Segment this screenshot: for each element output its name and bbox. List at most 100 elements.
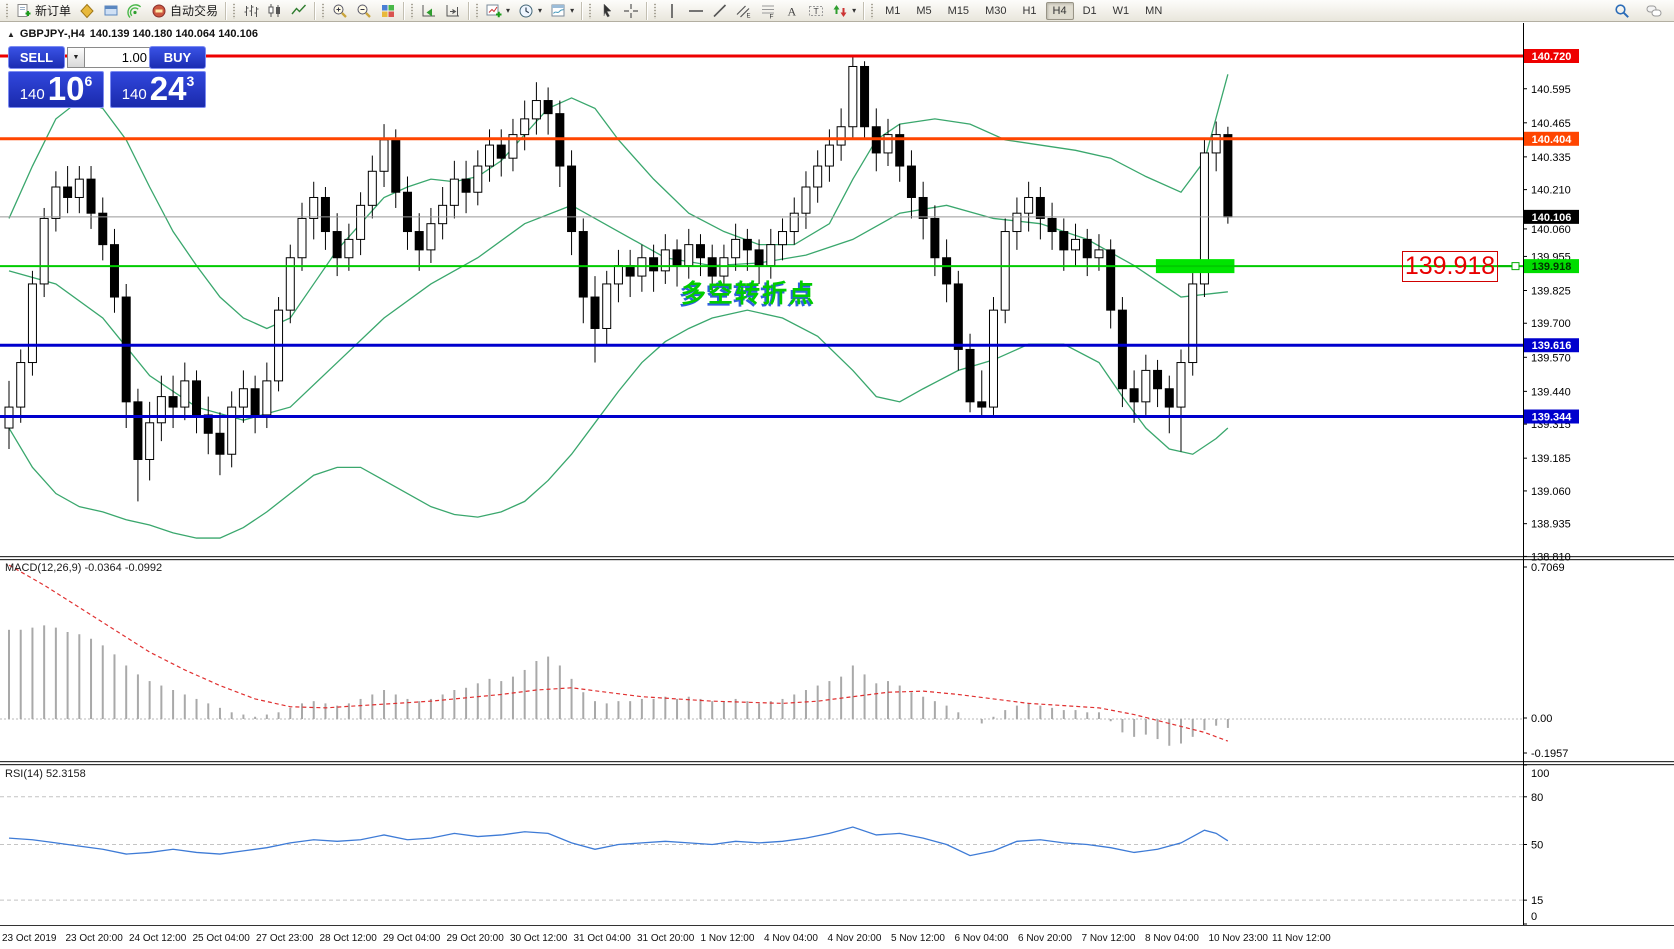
crosshair-button[interactable]: [619, 1, 643, 21]
price-tick-label: 139.825: [1531, 285, 1571, 297]
horizontal-line-button[interactable]: [684, 1, 708, 21]
trend-line-button[interactable]: [708, 1, 732, 21]
text-label-icon: T: [808, 3, 824, 19]
horizontal-line-icon: [688, 3, 704, 19]
buy-button[interactable]: BUY: [149, 46, 206, 69]
svg-text:T: T: [814, 5, 819, 15]
chart-shift-button[interactable]: [441, 1, 465, 21]
new-order-icon: [16, 3, 32, 19]
buy-price-sup: 3: [186, 73, 195, 89]
data-window-button[interactable]: [99, 1, 123, 21]
fibonacci-icon: F: [760, 3, 776, 19]
rsi-pane: [0, 796, 1523, 901]
toolbar-grip[interactable]: [232, 2, 237, 19]
signals-button[interactable]: [123, 1, 147, 21]
svg-text:F: F: [770, 13, 774, 19]
timeframe-h1-button[interactable]: H1: [1015, 2, 1043, 20]
tile-windows-icon: [380, 3, 396, 19]
time-axis-label: 23 Oct 2019: [2, 933, 57, 944]
vertical-line-button[interactable]: [660, 1, 684, 21]
one-click-trading-panel: SELL ▼ ▲ BUY 140 10 6 140 24 3: [8, 46, 206, 108]
toolbar-grip[interactable]: [870, 2, 875, 19]
sell-price-button[interactable]: 140 10 6: [8, 71, 104, 108]
pane-separator[interactable]: [0, 556, 1674, 558]
rsi-tick-label: 50: [1531, 840, 1543, 852]
bar-chart-button[interactable]: [239, 1, 263, 21]
templates-button[interactable]: ▾: [546, 1, 578, 21]
dropdown-arrow-icon[interactable]: ▾: [852, 6, 857, 15]
text-button[interactable]: A: [780, 1, 804, 21]
auto-trading-icon: [151, 3, 167, 19]
timeframe-d1-button[interactable]: D1: [1076, 2, 1104, 20]
zoom-in-button[interactable]: [328, 1, 352, 21]
timeframe-h4-button[interactable]: H4: [1045, 1, 1074, 20]
price-callout-label[interactable]: 139.918: [1402, 251, 1498, 282]
equidistant-channel-button[interactable]: E: [732, 1, 756, 21]
chart-symbol-period: GBPJPY-,H4: [19, 28, 85, 40]
toolbar-grip[interactable]: [653, 2, 658, 19]
cursor-icon: [599, 2, 615, 19]
macd-tick-label: -0.1957: [1531, 748, 1568, 760]
timeframe-m15-button[interactable]: M15: [941, 2, 976, 20]
new-order-button[interactable]: 新订单: [12, 1, 75, 21]
toolbar-grip[interactable]: [321, 2, 326, 19]
price-badge-label: 139.344: [1532, 412, 1573, 424]
auto-trading-button[interactable]: 自动交易: [147, 1, 222, 21]
zoom-out-button[interactable]: [352, 1, 376, 21]
market-watch-button[interactable]: [75, 1, 99, 21]
indicators-icon: [486, 3, 502, 19]
periods-button[interactable]: ▾: [514, 1, 546, 21]
chart-text-annotation[interactable]: 多空转折点: [681, 280, 817, 308]
cursor-button[interactable]: [595, 1, 619, 21]
pane-separator[interactable]: [0, 764, 1674, 766]
price-tick-label: 139.570: [1531, 352, 1571, 364]
pane-separator[interactable]: [0, 559, 1674, 561]
volume-decrease-button[interactable]: ▼: [67, 47, 85, 68]
price-tick-label: 139.700: [1531, 318, 1571, 330]
toolbar-grip[interactable]: [5, 2, 9, 19]
text-label-button[interactable]: T: [804, 1, 828, 21]
toolbar-right-icons: [1610, 0, 1666, 22]
buy-price-button[interactable]: 140 24 3: [110, 71, 206, 108]
trend-line-icon: [712, 3, 728, 19]
auto-scroll-button[interactable]: [417, 1, 441, 21]
search-button[interactable]: [1610, 1, 1634, 21]
macd-tick-label: 0.00: [1531, 713, 1552, 725]
dropdown-arrow-icon[interactable]: ▾: [570, 6, 575, 15]
timeframe-w1-button[interactable]: W1: [1106, 2, 1137, 20]
dropdown-arrow-icon[interactable]: ▾: [538, 6, 543, 15]
price-tick-label: 138.935: [1531, 519, 1571, 531]
callout-anchor[interactable]: [1511, 262, 1520, 271]
macd-signal-line: [8, 564, 1229, 742]
pane-separator[interactable]: [0, 761, 1674, 763]
sell-button[interactable]: SELL: [8, 46, 65, 69]
dropdown-arrow-icon[interactable]: ▾: [506, 6, 511, 15]
volume-input[interactable]: [85, 47, 151, 68]
tile-windows-button[interactable]: [376, 1, 400, 21]
price-badge-label: 140.106: [1532, 212, 1572, 224]
timeframe-mn-button[interactable]: MN: [1138, 2, 1169, 20]
price-badge: [1524, 338, 1579, 353]
timeframe-m5-button[interactable]: M5: [909, 2, 938, 20]
price-tick-label: 140.595: [1531, 84, 1571, 96]
sell-price-main: 10: [47, 70, 85, 107]
timeframe-m30-button[interactable]: M30: [978, 2, 1013, 20]
rsi-tick-label: 80: [1531, 792, 1543, 804]
toolbar-grip[interactable]: [588, 2, 593, 19]
sell-price-sup: 6: [84, 73, 93, 89]
arrows-button[interactable]: ▾: [828, 1, 860, 21]
toolbar-grip[interactable]: [475, 2, 480, 19]
fibonacci-button[interactable]: F: [756, 1, 780, 21]
time-axis-label: 11 Nov 12:00: [1272, 933, 1331, 944]
time-axis-label: 24 Oct 12:00: [129, 933, 187, 944]
timeframe-m1-button[interactable]: M1: [878, 2, 907, 20]
candle-chart-button[interactable]: [263, 1, 287, 21]
indicators-button[interactable]: ▾: [482, 1, 514, 21]
price-badge: [1524, 409, 1579, 424]
collapse-panel-icon[interactable]: ▲: [7, 29, 15, 39]
chat-button[interactable]: [1642, 1, 1666, 21]
line-chart-button[interactable]: [287, 1, 311, 21]
toolbar-grip[interactable]: [410, 2, 415, 19]
toolbar-separator: [646, 1, 648, 20]
